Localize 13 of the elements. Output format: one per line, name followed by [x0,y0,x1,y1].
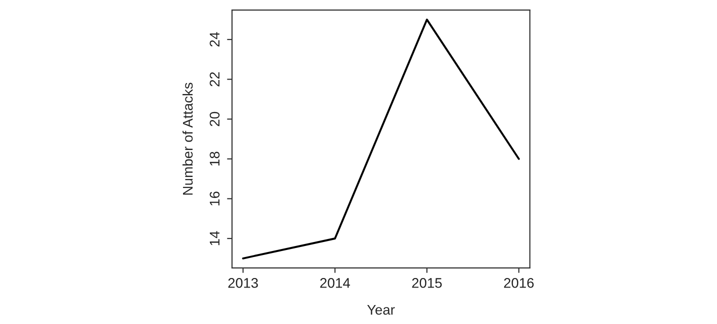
y-tick-label: 14 [210,231,220,246]
x-axis-title: Year [367,305,395,315]
x-tick-label: 2014 [320,278,350,288]
y-tick-label: 20 [210,112,220,126]
x-tick-label: 2016 [504,278,534,288]
x-tick-label: 2015 [412,278,442,288]
y-axis-title: Number of Attacks [182,82,193,195]
y-tick-label: 22 [210,72,220,86]
y-tick-label: 18 [210,152,220,166]
line-series [242,18,520,260]
y-tick-label: 16 [210,192,220,206]
x-tick-label: 2013 [228,278,258,288]
y-tick-label: 24 [210,32,220,47]
